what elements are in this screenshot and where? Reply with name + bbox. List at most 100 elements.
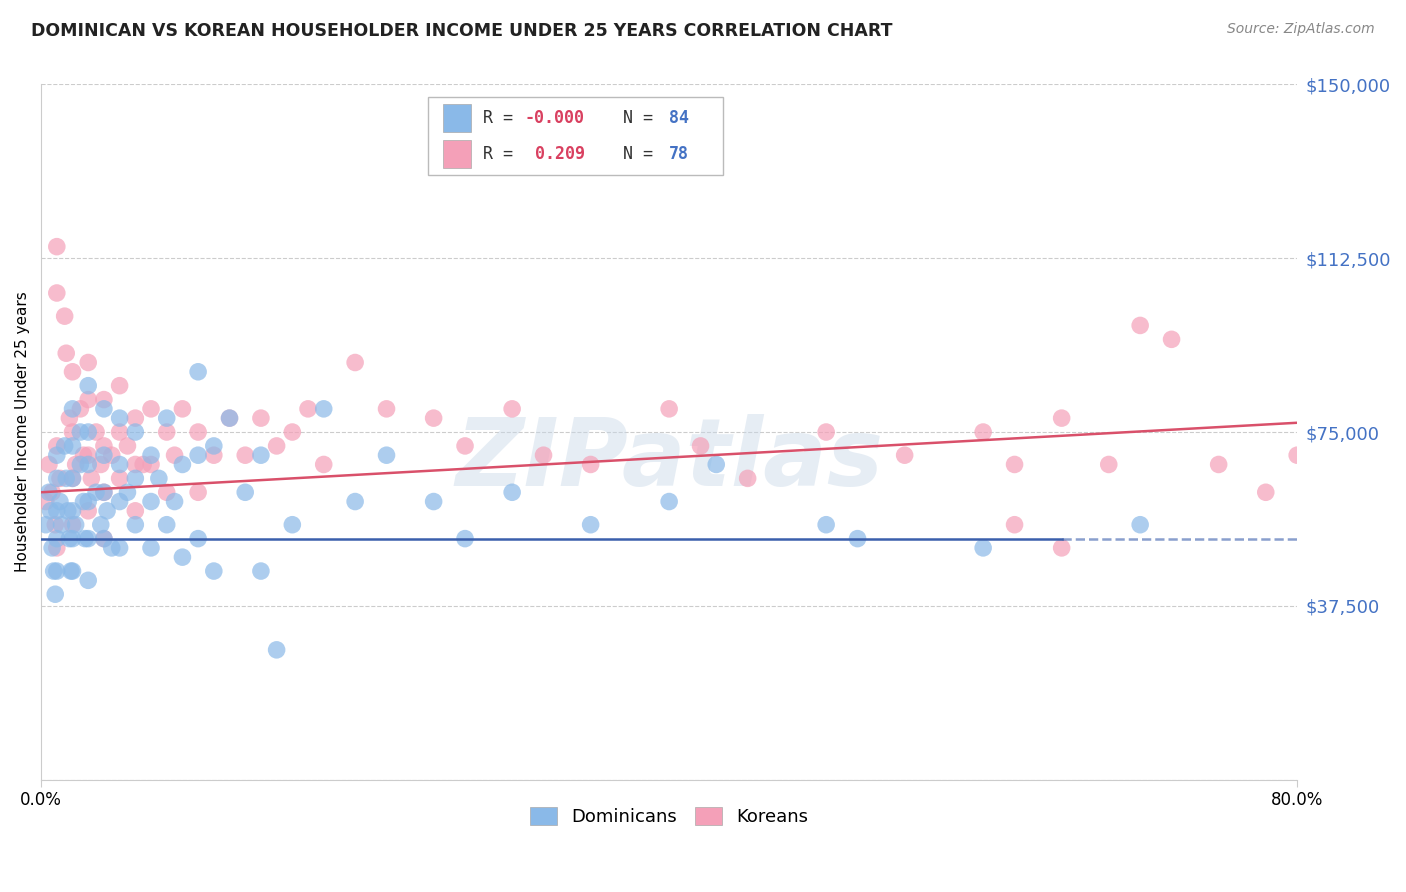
Point [187, 365, 209, 379]
Point [139, 494, 162, 508]
Point [77, 448, 100, 462]
Point [202, 564, 225, 578]
Point [55, 471, 77, 485]
Point [77, 392, 100, 407]
Point [62, 532, 84, 546]
Text: R =: R = [484, 145, 523, 163]
Point [108, 541, 131, 555]
Point [45, 541, 67, 555]
Point [815, 425, 838, 439]
Bar [443, 140, 471, 168]
Point [90, 517, 112, 532]
Point [344, 355, 367, 369]
Point [42, 564, 65, 578]
Point [202, 448, 225, 462]
Point [172, 458, 194, 472]
Point [62, 365, 84, 379]
Point [1129, 517, 1152, 532]
Point [1050, 541, 1073, 555]
Text: N =: N = [603, 109, 662, 127]
Point [846, 532, 869, 546]
Point [117, 439, 139, 453]
Point [77, 504, 100, 518]
Point [124, 458, 146, 472]
Point [108, 425, 131, 439]
Point [62, 471, 84, 485]
Point [266, 643, 288, 657]
Point [49, 471, 72, 485]
Point [893, 448, 915, 462]
Point [77, 355, 100, 369]
Point [124, 517, 146, 532]
Point [45, 504, 67, 518]
Point [156, 411, 179, 425]
Point [45, 439, 67, 453]
Point [100, 448, 122, 462]
Point [1098, 458, 1121, 472]
Point [422, 411, 444, 425]
Point [58, 411, 80, 425]
Point [77, 494, 100, 508]
Point [139, 458, 162, 472]
Point [501, 401, 523, 416]
Point [172, 401, 194, 416]
Point [218, 411, 240, 425]
Point [233, 485, 256, 500]
Point [100, 541, 122, 555]
Point [77, 378, 100, 392]
Point [77, 532, 100, 546]
Point [56, 504, 79, 518]
Point [96, 504, 118, 518]
Point [93, 485, 115, 500]
Point [1208, 458, 1230, 472]
Point [737, 471, 759, 485]
Point [689, 439, 711, 453]
Text: ZIPatlas: ZIPatlas [456, 414, 883, 506]
Point [62, 401, 84, 416]
Point [35, 494, 58, 508]
Point [972, 541, 994, 555]
Point [45, 564, 67, 578]
Point [69, 425, 91, 439]
Point [45, 240, 67, 254]
Point [1160, 332, 1182, 346]
Point [579, 458, 602, 472]
Point [139, 401, 162, 416]
Point [45, 448, 67, 462]
Point [281, 425, 304, 439]
Point [39, 504, 62, 518]
Point [579, 517, 602, 532]
Point [375, 401, 398, 416]
Point [187, 448, 209, 462]
Point [218, 411, 240, 425]
Text: DOMINICAN VS KOREAN HOUSEHOLDER INCOME UNDER 25 YEARS CORRELATION CHART: DOMINICAN VS KOREAN HOUSEHOLDER INCOME U… [31, 22, 893, 40]
Point [139, 541, 162, 555]
Point [108, 378, 131, 392]
Point [117, 485, 139, 500]
Point [49, 494, 72, 508]
Point [344, 494, 367, 508]
Legend: Dominicans, Koreans: Dominicans, Koreans [523, 799, 815, 833]
Point [1129, 318, 1152, 333]
Point [45, 471, 67, 485]
Point [108, 411, 131, 425]
Point [75, 532, 97, 546]
Point [233, 448, 256, 462]
Point [124, 425, 146, 439]
Point [972, 425, 994, 439]
Point [93, 532, 115, 546]
Point [148, 471, 170, 485]
Point [156, 517, 179, 532]
Point [1286, 448, 1309, 462]
Text: 84: 84 [669, 109, 689, 127]
Point [1254, 485, 1277, 500]
Point [156, 485, 179, 500]
Point [815, 517, 838, 532]
Point [187, 485, 209, 500]
Point [658, 494, 681, 508]
Point [250, 564, 273, 578]
Point [1004, 517, 1026, 532]
Point [62, 425, 84, 439]
Point [93, 401, 115, 416]
Y-axis label: Householder Income Under 25 years: Householder Income Under 25 years [15, 292, 30, 573]
